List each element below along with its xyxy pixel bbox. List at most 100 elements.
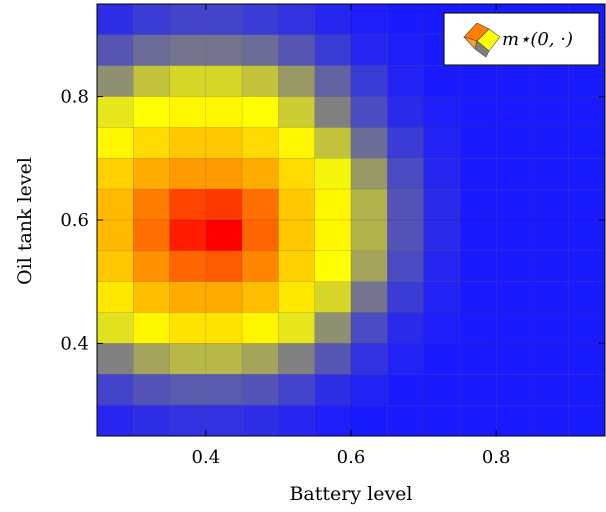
heatmap-cell bbox=[350, 312, 388, 344]
heatmap-cell bbox=[350, 374, 388, 406]
heatmap-cell bbox=[423, 65, 461, 97]
heatmap-cell bbox=[96, 343, 134, 375]
heatmap-cell bbox=[133, 374, 170, 406]
legend: m⋆(0, ·) bbox=[443, 12, 600, 66]
heatmap-cell bbox=[423, 281, 461, 313]
heatmap-cell bbox=[459, 219, 497, 252]
heatmap-cell bbox=[314, 34, 352, 66]
heatmap-cell bbox=[205, 343, 243, 375]
heatmap-cell bbox=[278, 188, 315, 221]
heatmap-cell bbox=[169, 281, 207, 313]
heatmap-cell bbox=[568, 65, 606, 97]
heatmap-cell bbox=[241, 219, 279, 252]
heatmap-cell bbox=[169, 34, 207, 66]
heatmap-cell bbox=[387, 250, 424, 282]
heatmap-cell bbox=[278, 65, 315, 97]
heatmap-cell bbox=[568, 219, 606, 252]
heatmap-cell bbox=[495, 96, 533, 128]
heatmap-cell bbox=[423, 158, 461, 190]
heatmap-cell bbox=[133, 3, 170, 36]
heatmap-cell bbox=[423, 96, 461, 128]
heatmap-cell bbox=[459, 312, 497, 344]
heatmap-cell bbox=[423, 404, 461, 437]
heatmap-cell bbox=[459, 127, 497, 159]
heatmap-cell bbox=[350, 65, 388, 97]
heatmap-cell bbox=[459, 404, 497, 437]
heatmap-cell bbox=[532, 158, 569, 190]
heatmap-cell bbox=[205, 188, 243, 221]
x-tick-label: 0.8 bbox=[482, 447, 511, 468]
heatmap-cell bbox=[423, 188, 461, 221]
heatmap-cell bbox=[387, 312, 424, 344]
heatmap-cell bbox=[278, 312, 315, 344]
heatmap-cell bbox=[96, 65, 134, 97]
heatmap-cell bbox=[133, 219, 170, 252]
heatmap-cell bbox=[423, 250, 461, 282]
heatmap-cell bbox=[205, 404, 243, 437]
heatmap-cell bbox=[278, 34, 315, 66]
heatmap-cell bbox=[495, 219, 533, 252]
heatmap-cell bbox=[387, 96, 424, 128]
heatmap-cell bbox=[314, 3, 352, 36]
y-tick-label: 0.4 bbox=[60, 333, 89, 354]
heatmap-cell bbox=[133, 96, 170, 128]
heatmap-cell bbox=[169, 250, 207, 282]
heatmap-cell bbox=[169, 127, 207, 159]
heatmap-cell bbox=[387, 34, 424, 66]
heatmap-cells bbox=[96, 3, 606, 437]
heatmap-cell bbox=[568, 250, 606, 282]
heatmap-cell bbox=[387, 188, 424, 221]
heatmap-cell bbox=[423, 219, 461, 252]
heatmap-cell bbox=[532, 127, 569, 159]
heatmap-cell bbox=[96, 250, 134, 282]
heatmap-cell bbox=[241, 158, 279, 190]
heatmap-cell bbox=[532, 404, 569, 437]
heatmap-cell bbox=[133, 158, 170, 190]
heatmap-cell bbox=[241, 374, 279, 406]
heatmap-cell bbox=[205, 250, 243, 282]
heatmap-cell bbox=[314, 250, 352, 282]
heatmap-cell bbox=[241, 188, 279, 221]
heatmap-cell bbox=[532, 374, 569, 406]
heatmap-cell bbox=[568, 127, 606, 159]
heatmap-cell bbox=[96, 34, 134, 66]
heatmap-cell bbox=[459, 343, 497, 375]
heatmap-cell bbox=[568, 281, 606, 313]
heatmap-cell bbox=[241, 3, 279, 36]
heatmap-cell bbox=[459, 188, 497, 221]
heatmap-cell bbox=[350, 281, 388, 313]
heatmap-cell bbox=[568, 96, 606, 128]
heatmap-cell bbox=[532, 312, 569, 344]
heatmap-cell bbox=[278, 374, 315, 406]
heatmap-cell bbox=[96, 188, 134, 221]
heatmap-cell bbox=[241, 343, 279, 375]
heatmap-cell bbox=[532, 250, 569, 282]
heatmap-cell bbox=[532, 281, 569, 313]
heatmap-cell bbox=[459, 374, 497, 406]
heatmap-cell bbox=[169, 404, 207, 437]
heatmap-cell bbox=[387, 343, 424, 375]
heatmap-cell bbox=[96, 127, 134, 159]
heatmap-cell bbox=[241, 127, 279, 159]
heatmap-cell bbox=[133, 343, 170, 375]
heatmap-cell bbox=[169, 188, 207, 221]
heatmap-cell bbox=[133, 250, 170, 282]
heatmap-cell bbox=[423, 312, 461, 344]
heatmap-cell bbox=[169, 312, 207, 344]
x-tick-label: 0.4 bbox=[192, 447, 221, 468]
heatmap-cell bbox=[350, 250, 388, 282]
heatmap-cell bbox=[205, 96, 243, 128]
heatmap-cell bbox=[387, 281, 424, 313]
heatmap-cell bbox=[205, 127, 243, 159]
heatmap-cell bbox=[459, 96, 497, 128]
heatmap-cell bbox=[241, 250, 279, 282]
heatmap-cell bbox=[96, 374, 134, 406]
heatmap-cell bbox=[133, 404, 170, 437]
heatmap-cell bbox=[133, 127, 170, 159]
y-tick-label: 0.8 bbox=[60, 87, 89, 108]
heatmap-cell bbox=[205, 65, 243, 97]
heatmap-cell bbox=[169, 343, 207, 375]
heatmap-cell bbox=[495, 404, 533, 437]
heatmap-cell bbox=[169, 374, 207, 406]
heatmap-cell bbox=[459, 250, 497, 282]
